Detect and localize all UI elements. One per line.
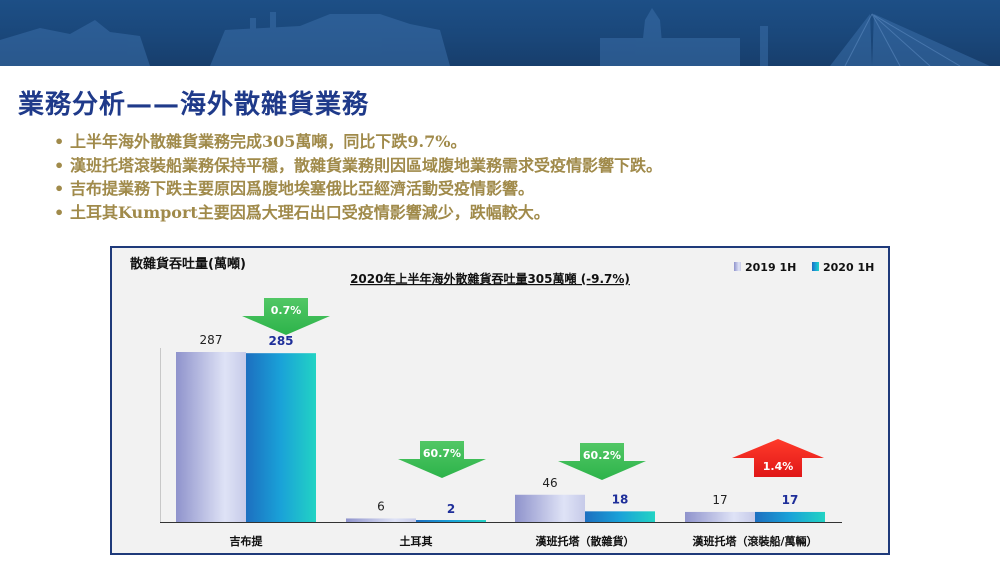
category-label: 吉布提	[230, 534, 264, 548]
bar-2019	[685, 511, 755, 522]
data-label-2020: 18	[612, 492, 629, 506]
bar-2019	[515, 494, 585, 522]
bullet-item: • 土耳其Kumport主要因爲大理石出口受疫情影響減少，跌幅較大。	[54, 201, 984, 225]
arrow-down-icon	[398, 441, 486, 478]
data-label-2019: 46	[542, 476, 557, 490]
data-label-2020: 2	[447, 502, 455, 516]
data-label-2019: 287	[200, 333, 223, 347]
bar-2020	[246, 353, 316, 522]
legend-label: 2020 1H	[823, 261, 874, 274]
bar-chart: 散雜貨吞吐量(萬噸) 2020年上半年海外散雜貨吞吐量305萬噸 (-9.7%) 2…	[130, 256, 874, 548]
category-label: 漢班托塔（滾裝船/萬輛）	[692, 534, 817, 548]
legend-label: 2019 1H	[745, 261, 796, 274]
bullet-marker: •	[54, 155, 65, 175]
change-label: 60.2%	[583, 449, 621, 462]
bullet-marker: •	[54, 132, 65, 151]
chart-title: 2020年上半年海外散雜貨吞吐量305萬噸 (-9.7%)	[350, 271, 630, 286]
data-label-2020: 17	[782, 493, 799, 507]
data-label-2019: 6	[377, 499, 385, 513]
change-label: 1.4%	[763, 460, 794, 473]
chart-frame: 散雜貨吞吐量(萬噸) 2020年上半年海外散雜貨吞吐量305萬噸 (-9.7%) 2…	[110, 246, 890, 555]
header-banner	[0, 0, 1000, 66]
bullet-marker: •	[54, 202, 65, 222]
bullet-text: 漢班托塔滾裝船業務保持平穩，散雜貨業務則因區域腹地業務需求受疫情影響下跌。	[70, 155, 663, 175]
bar-2020	[585, 511, 655, 522]
data-label-2020: 285	[268, 334, 293, 348]
bullet-marker: •	[54, 179, 65, 198]
bullet-item: • 上半年海外散雜貨業務完成305萬噸，同比下跌9.7%。	[54, 130, 984, 154]
y-axis-label: 散雜貨吞吐量(萬噸)	[130, 256, 246, 272]
bullet-text: 土耳其Kumport主要因爲大理石出口受疫情影響減少，跌幅較大。	[70, 202, 550, 222]
bar-2020	[755, 511, 825, 522]
change-label: 0.7%	[271, 304, 302, 317]
legend-swatch	[734, 262, 741, 271]
bar-2020	[416, 520, 486, 522]
data-label-2019: 17	[712, 493, 727, 507]
bullet-text: 吉布提業務下跌主要原因爲腹地埃塞俄比亞經濟活動受疫情影響。	[70, 179, 535, 198]
bar-2019	[176, 352, 246, 522]
arrow-up-icon	[732, 439, 824, 477]
bullet-item: • 吉布提業務下跌主要原因爲腹地埃塞俄比亞經濟活動受疫情影響。	[54, 177, 984, 201]
arrow-down-icon	[558, 443, 646, 480]
legend-swatch	[812, 262, 819, 271]
skyline-decoration	[0, 8, 990, 66]
bullet-item: • 漢班托塔滾裝船業務保持平穩，散雜貨業務則因區域腹地業務需求受疫情影響下跌。	[54, 154, 984, 178]
page-title: 業務分析——海外散雜貨業務	[18, 90, 370, 120]
change-label: 60.7%	[423, 447, 461, 460]
arrow-down-icon	[242, 298, 330, 335]
category-label: 漢班托塔（散雜貨）	[536, 534, 635, 548]
bullet-text: 上半年海外散雜貨業務完成305萬噸，同比下跌9.7%。	[70, 132, 467, 151]
category-label: 土耳其	[400, 534, 433, 548]
bar-2019	[346, 518, 416, 522]
bullet-list: • 上半年海外散雜貨業務完成305萬噸，同比下跌9.7%。 • 漢班托塔滾裝船業…	[54, 130, 984, 224]
